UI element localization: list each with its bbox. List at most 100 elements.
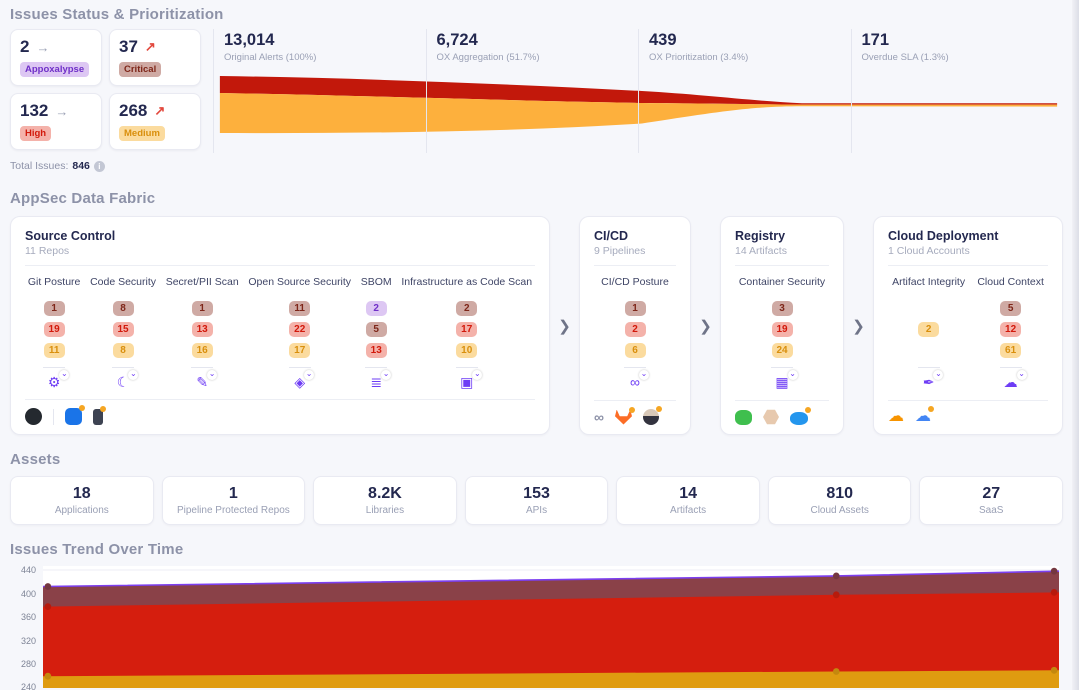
package-scanner-icon[interactable]: ◈ ⌄ — [294, 370, 315, 390]
chevron-down-icon: ⌄ — [128, 369, 139, 380]
fabric-card-title: Source Control — [25, 229, 116, 243]
y-tick: 440 — [20, 565, 36, 575]
chevron-right-icon[interactable]: ❯ — [699, 317, 712, 335]
asset-value: 810 — [826, 485, 854, 502]
chevron-down-icon: ⌄ — [472, 369, 483, 380]
medium-count-badge[interactable]: 24 — [771, 343, 793, 358]
sbom-scanner-icon[interactable]: ≣ ⌄ — [370, 370, 392, 389]
asset-card[interactable]: 153 APIs — [464, 476, 609, 525]
column-label: CI/CD Posture — [601, 276, 669, 288]
chevron-right-icon[interactable]: ❯ — [852, 317, 865, 335]
critical-count-badge[interactable]: 5 — [1000, 301, 1022, 316]
high-count-badge[interactable]: 2 — [624, 322, 646, 337]
trend-plot-area — [43, 566, 1059, 688]
column-label: Code Security — [90, 276, 157, 288]
medium-count-badge[interactable]: 10 — [456, 343, 478, 358]
fabric-card-subtitle: 9 Pipelines — [594, 245, 676, 266]
column-label: Cloud Context — [977, 276, 1044, 288]
chevron-down-icon: ⌄ — [381, 369, 392, 380]
docker-icon[interactable] — [790, 411, 808, 425]
aws-icon[interactable]: ☁ — [888, 408, 904, 425]
funnel-stage-label: Original Alerts (100%) — [224, 52, 317, 63]
fabric-title: AppSec Data Fabric — [10, 190, 156, 207]
asset-card[interactable]: 27 SaaS — [919, 476, 1064, 525]
medium-count-badge[interactable]: 2 — [918, 322, 940, 337]
high-count-badge[interactable]: 22 — [289, 322, 311, 337]
asset-label: Artifacts — [670, 505, 707, 516]
appoxalypse-count-badge[interactable]: 2 — [365, 301, 387, 316]
scanner-column-cicd-posture: CI/CD Posture 1 2 6 ∞ ⌄ — [601, 276, 669, 390]
plug-integration-icon[interactable] — [93, 408, 103, 425]
high-count-badge[interactable]: 13 — [365, 343, 387, 358]
gear-glyph: ⚙ — [47, 374, 61, 390]
jenkins-icon[interactable] — [642, 409, 659, 425]
shield-scanner-icon[interactable]: ☾ ⌄ — [117, 370, 139, 389]
asset-card[interactable]: 810 Cloud Assets — [767, 476, 912, 525]
stat-value: 268 — [119, 101, 148, 120]
stat-card-medium[interactable]: 268 ↗ Medium — [109, 93, 201, 150]
high-count-badge[interactable]: 19 — [43, 322, 65, 337]
asset-card[interactable]: 8.2K Libraries — [313, 476, 457, 525]
signature-scanner-icon[interactable]: ✒ ⌄ — [923, 370, 944, 389]
medium-count-badge[interactable]: 16 — [191, 343, 213, 358]
medium-count-badge[interactable]: 8 — [112, 343, 134, 358]
y-tick: 240 — [20, 682, 36, 690]
divider — [455, 367, 478, 368]
scanner-column-iac: Infrastructure as Code Scan 2 17 10 ▣ ⌄ — [401, 276, 532, 389]
trend-area-svg — [43, 567, 1059, 688]
high-count-badge[interactable]: 19 — [771, 322, 793, 337]
fabric-card-cicd: CI/CD 9 Pipelines CI/CD Posture 1 2 6 ∞ ⌄… — [579, 216, 691, 435]
infinity-scanner-icon[interactable]: ∞ ⌄ — [630, 370, 649, 389]
jfrog-icon[interactable] — [735, 409, 752, 425]
fabric-card-title: Cloud Deployment — [888, 229, 999, 243]
column-label: Secret/PII Scan — [165, 276, 239, 288]
asset-card[interactable]: 1 Pipeline Protected Repos — [161, 476, 306, 525]
critical-count-badge[interactable]: 1 — [43, 301, 65, 316]
column-label: Open Source Security — [248, 276, 352, 288]
asset-card[interactable]: 14 Artifacts — [616, 476, 760, 525]
registry-hexagon-icon[interactable] — [763, 409, 779, 425]
scanner-column-secret-pii: Secret/PII Scan 1 13 16 ✎ ⌄ — [166, 276, 239, 389]
critical-count-badge[interactable]: 1 — [624, 301, 646, 316]
gears-scanner-icon[interactable]: ⚙ ⌄ — [47, 370, 70, 390]
divider — [365, 367, 388, 368]
high-count-badge[interactable]: 17 — [456, 322, 478, 337]
package-glyph: ◈ — [294, 374, 306, 390]
high-count-badge[interactable]: 13 — [191, 322, 213, 337]
critical-count-badge[interactable]: 11 — [289, 301, 311, 316]
gitlab-icon[interactable] — [614, 409, 632, 425]
critical-count-badge[interactable]: 8 — [112, 301, 134, 316]
asset-label: APIs — [525, 505, 548, 516]
cloud-scanner-icon[interactable]: ☁ ⌄ — [1004, 370, 1027, 389]
critical-count-badge[interactable]: 5 — [365, 322, 387, 337]
laptop-scanner-icon[interactable]: ▣ ⌄ — [460, 370, 483, 389]
medium-count-badge[interactable]: 11 — [43, 343, 65, 358]
container-scanner-icon[interactable]: ▦ ⌄ — [775, 370, 798, 389]
stat-card-critical[interactable]: 37 ↗ Critical — [109, 29, 201, 86]
high-count-badge[interactable]: 12 — [1000, 322, 1022, 337]
critical-count-badge[interactable]: 1 — [191, 301, 213, 316]
scrollbar[interactable] — [1072, 0, 1079, 690]
repo-integration-icon[interactable] — [65, 408, 82, 425]
secret-scanner-icon[interactable]: ✎ ⌄ — [196, 370, 218, 389]
critical-count-badge[interactable]: 3 — [771, 301, 793, 316]
critical-count-badge[interactable]: 2 — [456, 301, 478, 316]
chevron-right-icon[interactable]: ❯ — [558, 317, 571, 335]
high-count-badge[interactable]: 15 — [112, 322, 134, 337]
medium-count-badge[interactable]: 17 — [289, 343, 311, 358]
column-label: SBOM — [360, 276, 392, 288]
asset-value: 153 — [523, 485, 550, 502]
severity-badge: Appoxalypse — [20, 62, 90, 77]
asset-card[interactable]: 18 Applications — [10, 476, 154, 525]
asset-label: Pipeline Protected Repos — [176, 505, 290, 516]
info-icon[interactable]: i — [93, 160, 105, 172]
medium-count-badge[interactable]: 61 — [1000, 343, 1022, 358]
pipeline-chain-icon[interactable]: ∞ — [594, 409, 604, 425]
github-icon[interactable] — [25, 408, 42, 425]
asset-value: 1 — [228, 485, 238, 502]
medium-count-badge[interactable]: 6 — [624, 343, 646, 358]
gcp-icon[interactable]: ☁ — [915, 408, 931, 425]
stat-card-appoxalypse[interactable]: 2 → Appoxalypse — [10, 29, 102, 86]
prioritization-funnel: 13,014 Original Alerts (100%) 6,724 OX A… — [213, 29, 1063, 153]
stat-card-high[interactable]: 132 → High — [10, 93, 102, 150]
